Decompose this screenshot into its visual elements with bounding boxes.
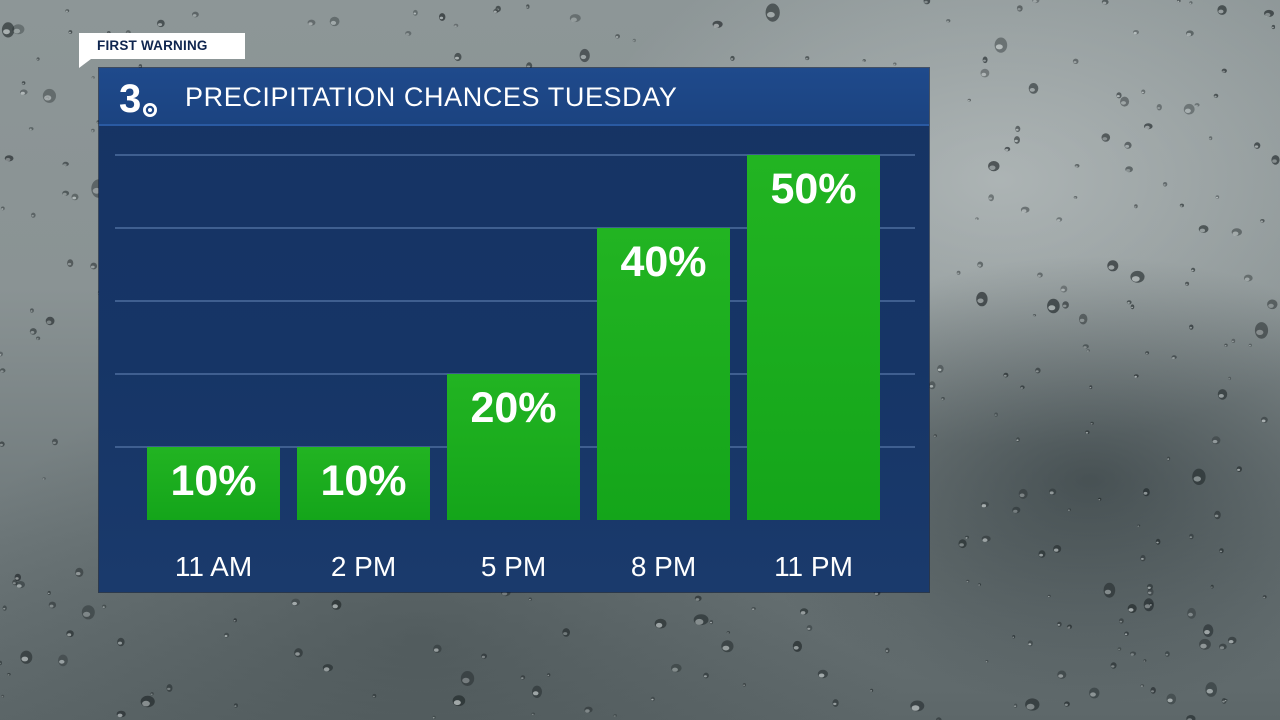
category-label: 11 PM <box>774 551 853 582</box>
chart-header: 3 PRECIPITATION CHANCES TUESDAY <box>99 68 929 126</box>
station-logo-number: 3 <box>119 77 141 120</box>
category-label: 11 AM <box>175 551 252 582</box>
chart-title: PRECIPITATION CHANCES TUESDAY <box>185 82 678 112</box>
bar-value-label: 40% <box>620 238 706 286</box>
bar-chart: 10% 11 AM 10% 2 PM 20% 5 PM 40% 8 PM 50% 11 PM <box>115 81 915 582</box>
bar <box>297 447 430 520</box>
bar-value-label: 10% <box>170 457 256 505</box>
bar-value-label: 20% <box>470 384 556 432</box>
category-label: 2 PM <box>331 551 396 582</box>
bar-value-label: 10% <box>320 457 406 505</box>
bar <box>447 374 580 520</box>
chart-panel: 10% 11 AM 10% 2 PM 20% 5 PM 40% 8 PM 50% 11 PM 3 … <box>99 68 929 592</box>
bar <box>147 447 280 520</box>
first-warning-tag: FIRST WARNING <box>79 33 245 59</box>
bar <box>747 155 880 520</box>
category-label: 5 PM <box>481 551 546 582</box>
bar-value-label: 50% <box>770 165 856 213</box>
first-warning-tag-tail <box>79 59 91 68</box>
bar <box>597 228 730 520</box>
station-logo-icon: 3 <box>119 77 157 120</box>
category-label: 8 PM <box>631 551 696 582</box>
